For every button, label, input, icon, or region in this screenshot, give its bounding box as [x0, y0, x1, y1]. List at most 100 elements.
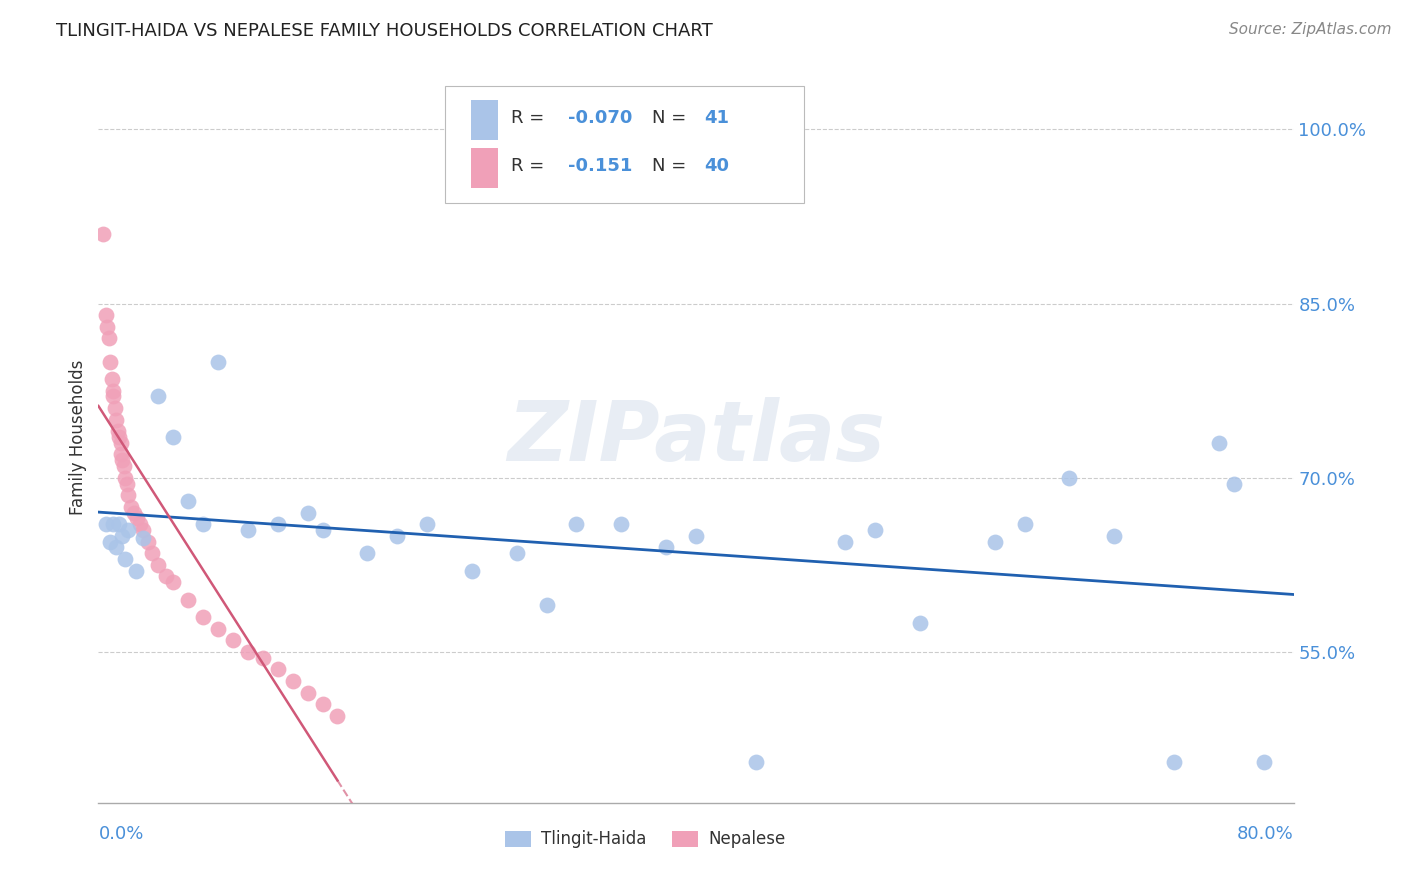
Point [1059, 471, 1081, 485]
FancyBboxPatch shape [471, 100, 498, 140]
Point [506, 546, 529, 560]
Point [655, 541, 678, 555]
Point [281, 673, 304, 688]
Point [236, 523, 259, 537]
Point [108, 430, 131, 444]
Point [105, 541, 128, 555]
Text: 80.0%: 80.0% [1237, 825, 1294, 843]
Point [984, 534, 1007, 549]
Point [94, 308, 117, 322]
Point [311, 523, 333, 537]
Point [207, 354, 229, 368]
Point [98, 534, 122, 549]
Point [1014, 517, 1036, 532]
Text: R =: R = [510, 158, 550, 176]
Point [96, 319, 118, 334]
Point [326, 708, 349, 723]
Point [98, 354, 122, 368]
Point [125, 564, 148, 578]
Point [1163, 755, 1185, 769]
Point [267, 517, 290, 532]
Y-axis label: Family Households: Family Households [69, 359, 87, 515]
Point [536, 599, 558, 613]
Point [124, 506, 146, 520]
Text: N =: N = [652, 158, 692, 176]
Point [111, 529, 134, 543]
Point [127, 511, 149, 525]
Text: -0.070: -0.070 [568, 110, 633, 128]
Text: Source: ZipAtlas.com: Source: ZipAtlas.com [1229, 22, 1392, 37]
Point [117, 523, 139, 537]
Point [132, 523, 155, 537]
Point [114, 471, 136, 485]
Point [565, 517, 588, 532]
Point [103, 384, 125, 398]
Text: N =: N = [652, 110, 692, 128]
Point [91, 227, 114, 241]
Point [148, 558, 170, 572]
Point [148, 389, 170, 403]
Point [155, 569, 177, 583]
Point [191, 517, 214, 532]
Point [1253, 755, 1275, 769]
Point [252, 650, 274, 665]
Text: -0.151: -0.151 [568, 158, 633, 176]
Point [461, 564, 484, 578]
Point [115, 476, 138, 491]
Text: Tlingit-Haida: Tlingit-Haida [541, 830, 645, 847]
FancyBboxPatch shape [505, 830, 531, 847]
Point [97, 331, 120, 345]
Point [610, 517, 633, 532]
Point [162, 430, 184, 444]
Point [1208, 436, 1230, 450]
Point [1223, 476, 1246, 491]
Point [222, 633, 245, 648]
Point [129, 517, 152, 532]
Point [1104, 529, 1126, 543]
Text: R =: R = [510, 110, 550, 128]
Point [103, 517, 125, 532]
Point [101, 372, 124, 386]
Point [110, 436, 132, 450]
Point [416, 517, 439, 532]
Point [311, 697, 333, 711]
Point [120, 500, 142, 514]
Point [908, 615, 931, 630]
FancyBboxPatch shape [672, 830, 699, 847]
Text: ZIPatlas: ZIPatlas [508, 397, 884, 477]
Point [110, 448, 132, 462]
Point [141, 546, 163, 560]
Text: Nepalese: Nepalese [709, 830, 785, 847]
Point [385, 529, 409, 543]
Point [177, 494, 200, 508]
Text: 0.0%: 0.0% [98, 825, 143, 843]
Point [104, 401, 127, 415]
Point [136, 534, 159, 549]
Point [103, 389, 125, 403]
Point [267, 662, 290, 676]
Point [132, 531, 155, 545]
Point [297, 506, 319, 520]
FancyBboxPatch shape [471, 148, 498, 188]
Point [207, 622, 229, 636]
Point [865, 523, 887, 537]
Point [356, 546, 378, 560]
Text: 41: 41 [704, 110, 730, 128]
Point [117, 488, 139, 502]
Point [236, 645, 259, 659]
Point [162, 575, 184, 590]
Point [177, 592, 200, 607]
Point [94, 517, 117, 532]
Point [107, 424, 129, 438]
Point [834, 534, 856, 549]
Point [191, 610, 214, 624]
Point [105, 412, 128, 426]
Point [114, 552, 136, 566]
Text: TLINGIT-HAIDA VS NEPALESE FAMILY HOUSEHOLDS CORRELATION CHART: TLINGIT-HAIDA VS NEPALESE FAMILY HOUSEHO… [56, 22, 713, 40]
Point [745, 755, 768, 769]
Point [111, 453, 134, 467]
Point [297, 685, 319, 699]
FancyBboxPatch shape [446, 86, 804, 203]
Point [108, 517, 131, 532]
Point [685, 529, 707, 543]
